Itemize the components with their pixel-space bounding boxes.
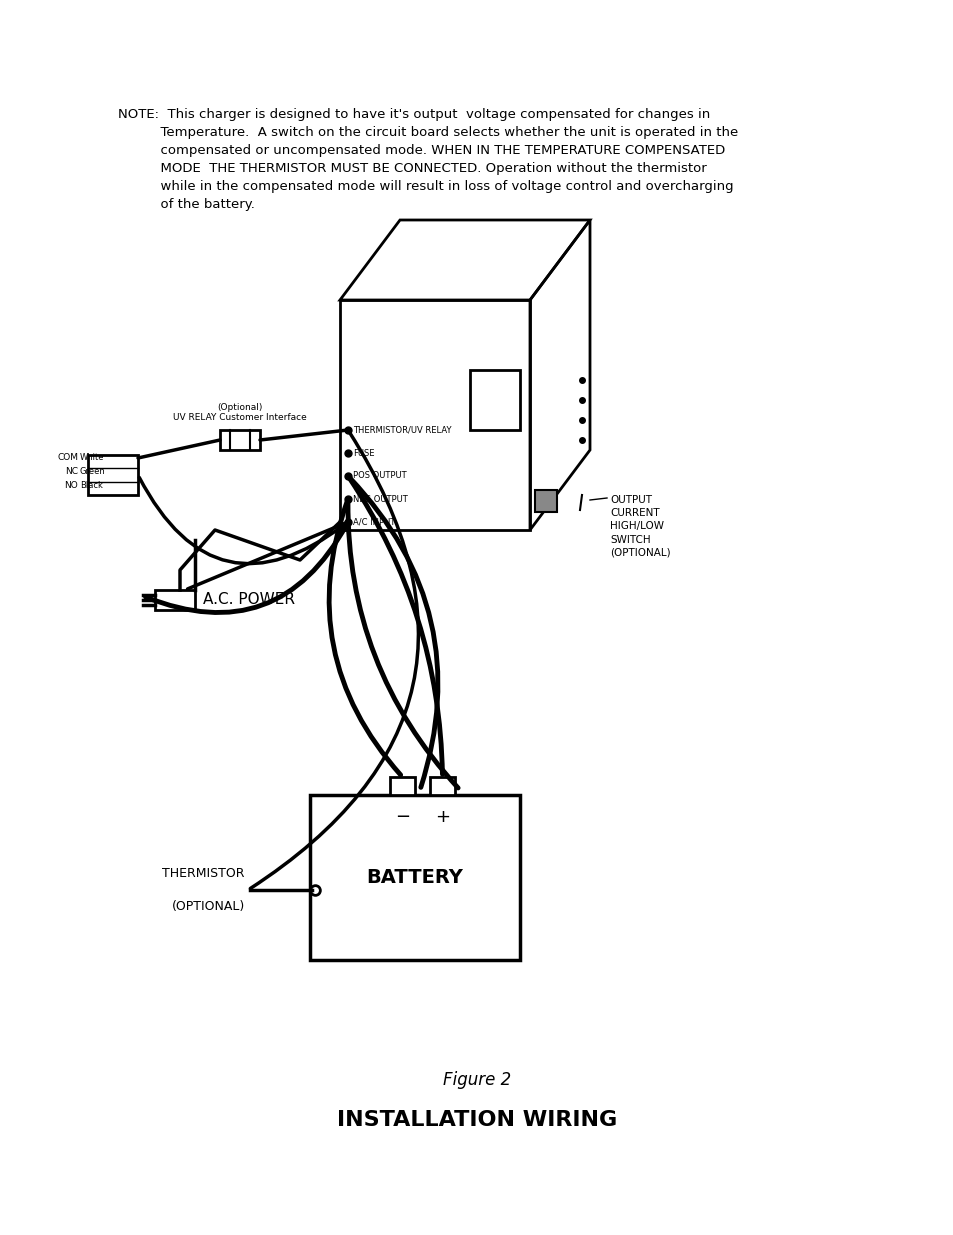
Text: (OPTIONAL): (OPTIONAL) bbox=[172, 900, 245, 913]
Text: +: + bbox=[435, 808, 450, 826]
Polygon shape bbox=[430, 777, 455, 795]
Text: UV RELAY Customer Interface: UV RELAY Customer Interface bbox=[172, 412, 307, 422]
Text: Figure 2: Figure 2 bbox=[442, 1071, 511, 1089]
Text: NC: NC bbox=[65, 468, 78, 477]
Text: −: − bbox=[395, 808, 410, 826]
Text: A/C INPUT: A/C INPUT bbox=[353, 517, 395, 526]
Text: NEG OUTPUT: NEG OUTPUT bbox=[353, 494, 407, 504]
Text: COM: COM bbox=[57, 453, 78, 462]
Text: OUTPUT
CURRENT
HIGH/LOW
SWITCH
(OPTIONAL): OUTPUT CURRENT HIGH/LOW SWITCH (OPTIONAL… bbox=[609, 495, 670, 558]
Text: (Optional): (Optional) bbox=[217, 403, 262, 412]
Text: FUSE: FUSE bbox=[353, 448, 375, 457]
Text: POS OUTPUT: POS OUTPUT bbox=[353, 472, 406, 480]
Text: White: White bbox=[80, 453, 105, 462]
Text: THERMISTOR/UV RELAY: THERMISTOR/UV RELAY bbox=[353, 426, 451, 435]
Polygon shape bbox=[390, 777, 415, 795]
Text: BATTERY: BATTERY bbox=[366, 868, 463, 887]
Polygon shape bbox=[154, 590, 194, 610]
Text: NO: NO bbox=[64, 482, 78, 490]
Text: Green: Green bbox=[80, 468, 106, 477]
Text: A.C. POWER: A.C. POWER bbox=[203, 593, 294, 608]
Text: Black: Black bbox=[80, 482, 103, 490]
Polygon shape bbox=[220, 430, 260, 450]
Text: INSTALLATION WIRING: INSTALLATION WIRING bbox=[336, 1110, 617, 1130]
Polygon shape bbox=[535, 490, 557, 513]
Text: THERMISTOR: THERMISTOR bbox=[162, 867, 245, 881]
Text: NOTE:  This charger is designed to have it's output  voltage compensated for cha: NOTE: This charger is designed to have i… bbox=[118, 107, 738, 211]
